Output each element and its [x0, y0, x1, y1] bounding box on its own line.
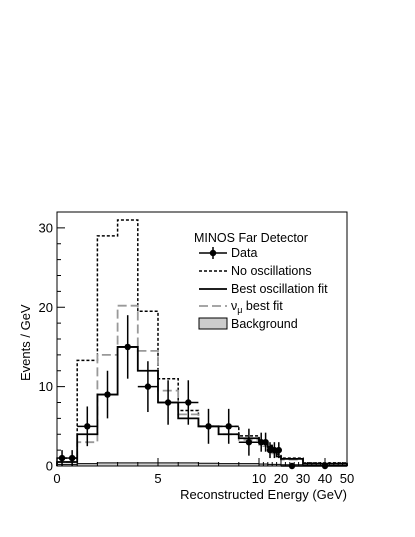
data-point — [275, 446, 282, 454]
data-point — [84, 423, 91, 430]
legend-nu-symbol: ν — [231, 299, 237, 313]
legend-title: MINOS Far Detector — [194, 231, 308, 245]
data-point — [144, 383, 152, 390]
data-point — [58, 454, 66, 462]
data-point — [262, 438, 269, 446]
no-oscillations-histogram — [56, 219, 348, 466]
data-point — [68, 454, 76, 462]
data-point — [185, 399, 192, 406]
data-point — [104, 391, 111, 398]
legend-label-best-oscillation-fit: Best oscillation fit — [231, 282, 328, 296]
histogram-layer — [56, 219, 348, 466]
data-point — [124, 343, 131, 351]
legend-entry-background: Background — [198, 317, 298, 331]
legend: MINOS Far Detector Data No oscillations … — [194, 231, 328, 331]
x-tick-label: 50 — [340, 471, 354, 486]
x-tick-label: 20 — [274, 471, 288, 486]
x-tick-label: 0 — [53, 471, 60, 486]
x-tick-label: 5 — [154, 471, 161, 486]
plot-frame — [56, 211, 348, 467]
data-point — [205, 423, 212, 430]
numu-best-fit-histogram — [56, 304, 348, 466]
data-point — [271, 446, 278, 454]
axis-layer: 0 10 20 30 0 5 10 20 30 40 50 — [39, 211, 354, 486]
legend-label-data: Data — [231, 246, 257, 260]
legend-label-background: Background — [231, 317, 298, 331]
y-tick-label: 0 — [46, 459, 53, 474]
legend-entry-data: Data — [199, 246, 257, 260]
y-tick-label: 10 — [39, 379, 53, 394]
best-oscillation-fit-histogram — [56, 346, 348, 466]
data-point — [245, 438, 253, 446]
data-point — [266, 446, 274, 454]
legend-entry-no-oscillations: No oscillations — [199, 264, 312, 278]
x-tick-label: 10 — [252, 471, 266, 486]
legend-label-numu-best-fit: νμ best fit — [231, 299, 283, 315]
legend-mu-subscript: μ — [237, 305, 242, 315]
x-axis-label: Reconstructed Energy (GeV) — [180, 487, 347, 502]
x-tick-label: 30 — [296, 471, 310, 486]
legend-entry-best-oscillation-fit: Best oscillation fit — [199, 282, 328, 296]
legend-label-no-oscillations: No oscillations — [231, 264, 312, 278]
data-point — [225, 423, 232, 430]
legend-best-fit-text: best fit — [246, 299, 283, 313]
y-tick-label: 30 — [39, 220, 53, 235]
data-point — [258, 438, 265, 446]
y-tick-label: 20 — [39, 300, 53, 315]
x-tick-label: 40 — [318, 471, 332, 486]
data-points-layer — [57, 315, 347, 470]
legend-entry-numu-best-fit: νμ best fit — [199, 299, 283, 315]
y-axis-label: Events / GeV — [18, 304, 33, 381]
data-point — [164, 399, 172, 406]
